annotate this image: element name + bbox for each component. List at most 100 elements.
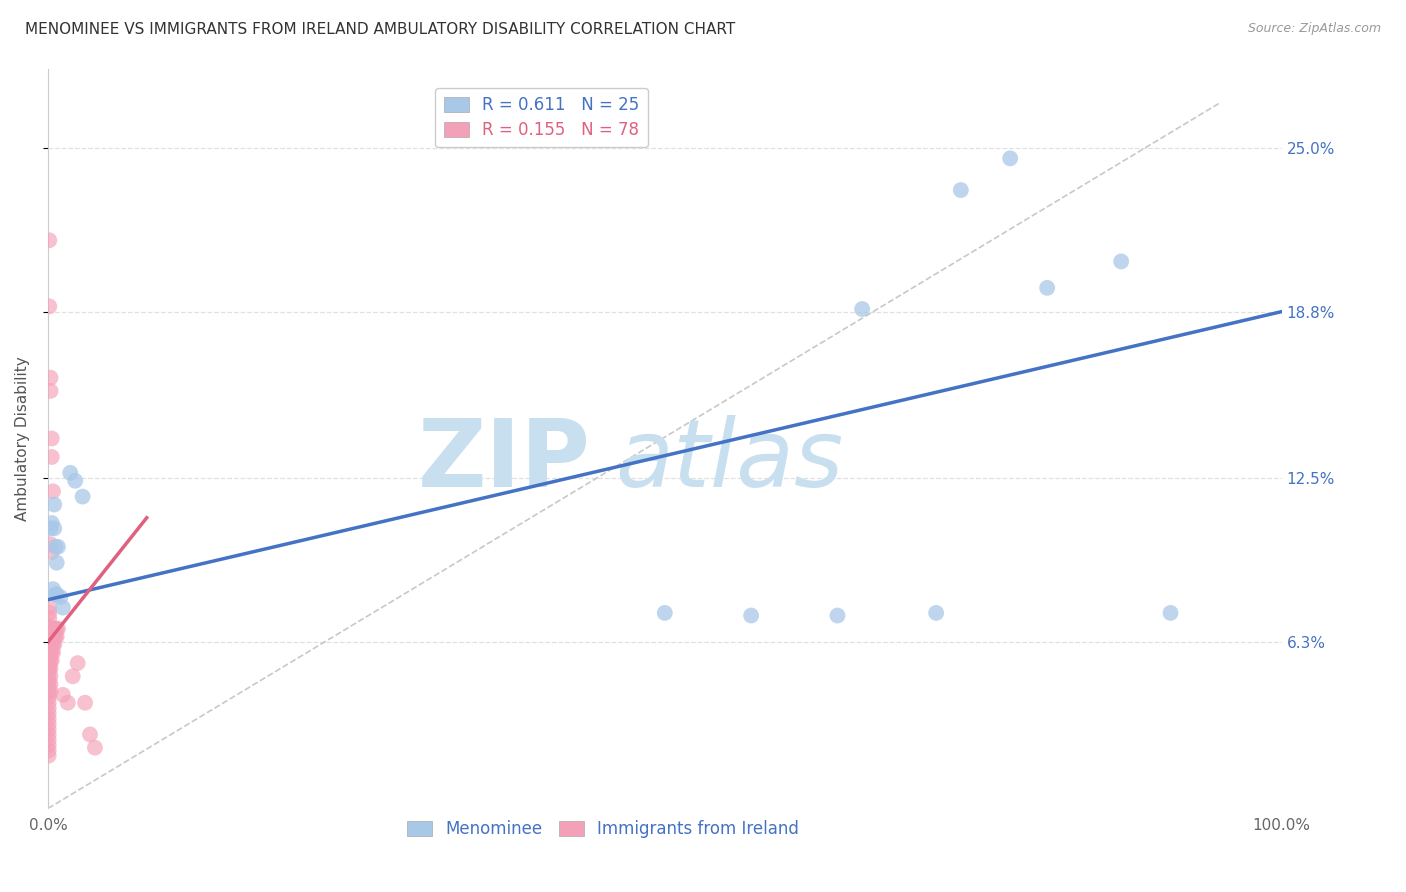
Point [39, 677, 62, 691]
Point [42, 638, 65, 652]
Point [38, 661, 60, 675]
Point [56, 696, 79, 710]
Point [41, 545, 63, 559]
Point [38, 640, 60, 655]
Point [38, 619, 60, 633]
Point [84, 740, 107, 755]
Point [63, 474, 86, 488]
Point [44, 622, 66, 636]
Point [39, 630, 62, 644]
Point [38, 624, 60, 639]
Point [45, 630, 67, 644]
Point [79, 727, 101, 741]
Point [42, 582, 65, 596]
Text: ZIP: ZIP [418, 415, 591, 507]
Point [49, 590, 72, 604]
Point [38, 611, 60, 625]
Point [38, 738, 60, 752]
Point [38, 680, 60, 694]
Point [41, 646, 63, 660]
Point [38, 685, 60, 699]
Point [41, 516, 63, 530]
Point [38, 727, 60, 741]
Point [41, 630, 63, 644]
Point [45, 556, 67, 570]
Point [45, 587, 67, 601]
Point [41, 638, 63, 652]
Point [52, 600, 75, 615]
Point [42, 630, 65, 644]
Point [39, 669, 62, 683]
Point [45, 622, 67, 636]
Point [38, 690, 60, 705]
Point [39, 521, 62, 535]
Point [38, 299, 60, 313]
Point [949, 183, 972, 197]
Point [38, 706, 60, 721]
Text: MENOMINEE VS IMMIGRANTS FROM IRELAND AMBULATORY DISABILITY CORRELATION CHART: MENOMINEE VS IMMIGRANTS FROM IRELAND AMB… [25, 22, 735, 37]
Point [44, 630, 66, 644]
Point [654, 606, 676, 620]
Point [38, 643, 60, 657]
Point [44, 540, 66, 554]
Point [38, 722, 60, 736]
Point [42, 646, 65, 660]
Point [38, 606, 60, 620]
Point [39, 370, 62, 384]
Point [1109, 254, 1132, 268]
Point [66, 656, 89, 670]
Point [73, 696, 96, 710]
Point [39, 622, 62, 636]
Point [41, 653, 63, 667]
Point [62, 669, 84, 683]
Text: Source: ZipAtlas.com: Source: ZipAtlas.com [1247, 22, 1381, 36]
Point [41, 432, 63, 446]
Point [44, 498, 66, 512]
Point [39, 638, 62, 652]
Point [38, 630, 60, 644]
Point [41, 622, 63, 636]
Point [44, 630, 66, 644]
Point [1160, 606, 1182, 620]
Point [38, 656, 60, 670]
Point [38, 635, 60, 649]
Point [46, 622, 69, 636]
Point [59, 466, 82, 480]
Point [46, 540, 69, 554]
Point [38, 696, 60, 710]
Point [38, 653, 60, 667]
Point [38, 233, 60, 247]
Point [38, 646, 60, 660]
Point [42, 484, 65, 499]
Point [38, 630, 60, 644]
Point [38, 600, 60, 615]
Point [827, 608, 849, 623]
Point [39, 685, 62, 699]
Y-axis label: Ambulatory Disability: Ambulatory Disability [15, 356, 30, 521]
Point [998, 152, 1021, 166]
Point [925, 606, 948, 620]
Point [1036, 281, 1059, 295]
Point [38, 743, 60, 757]
Point [38, 648, 60, 662]
Point [38, 650, 60, 665]
Point [38, 717, 60, 731]
Point [38, 748, 60, 763]
Point [44, 521, 66, 535]
Point [38, 669, 60, 683]
Point [38, 664, 60, 678]
Point [39, 537, 62, 551]
Point [42, 622, 65, 636]
Point [39, 384, 62, 398]
Point [38, 638, 60, 652]
Point [38, 674, 60, 689]
Point [38, 712, 60, 726]
Point [41, 450, 63, 464]
Point [38, 732, 60, 747]
Legend: Menominee, Immigrants from Ireland: Menominee, Immigrants from Ireland [401, 814, 806, 845]
Point [39, 653, 62, 667]
Point [39, 646, 62, 660]
Point [38, 658, 60, 673]
Text: atlas: atlas [616, 415, 844, 506]
Point [72, 490, 94, 504]
